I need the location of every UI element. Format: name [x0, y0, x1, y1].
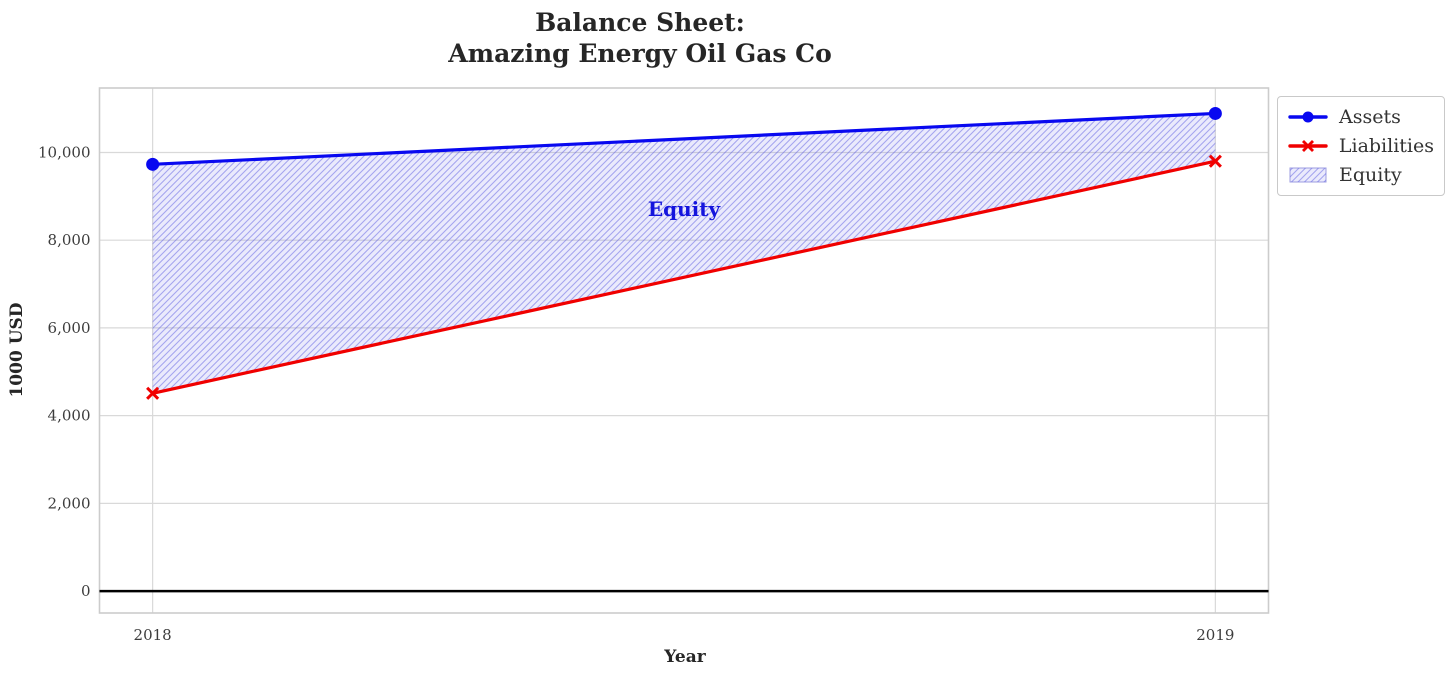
x-tick-label: 2018 [134, 626, 172, 644]
assets-marker [146, 157, 160, 171]
legend-label: Equity [1339, 164, 1402, 186]
legend-label: Assets [1339, 106, 1401, 128]
y-tick-labels: 0 2,000 4,000 6,000 8,000 10,000 [38, 143, 91, 600]
liabilities-marker [146, 386, 160, 400]
legend: Assets Liabilities Equity [1277, 96, 1445, 196]
chart-title-line2: Amazing Energy Oil Gas Co [448, 39, 832, 68]
y-tick-label: 8,000 [48, 231, 91, 249]
liabilities-marker [1208, 154, 1222, 168]
y-tick-label: 0 [81, 582, 91, 600]
chart-title-line1: Balance Sheet: [535, 8, 745, 37]
y-tick-label: 6,000 [48, 319, 91, 337]
legend-swatch-liabilities [1288, 140, 1328, 152]
legend-label: Liabilities [1338, 135, 1434, 157]
legend-item-assets: Assets [1288, 103, 1434, 131]
y-tick-label: 4,000 [48, 407, 91, 425]
axes-frame [98, 87, 1270, 614]
x-tick-labels: 2018 2019 [134, 626, 1235, 644]
y-tick-label: 10,000 [38, 143, 91, 161]
equity-annotation: Equity [647, 197, 721, 222]
equity-area-hatch [152, 113, 1216, 394]
y-axis-label: 1000 USD [7, 302, 27, 398]
chart-title: Balance Sheet: Amazing Energy Oil Gas Co [448, 7, 832, 69]
assets-line [146, 106, 1222, 171]
y-tick-label: 2,000 [48, 494, 91, 512]
legend-item-liabilities: Liabilities [1288, 132, 1434, 160]
legend-swatch-assets [1288, 111, 1328, 123]
x-axis-label: Year [664, 647, 706, 667]
x-tick-label: 2019 [1196, 626, 1234, 644]
legend-swatch-equity [1289, 167, 1327, 183]
liabilities-line [146, 154, 1222, 400]
assets-marker [1208, 106, 1222, 120]
legend-item-equity: Equity [1288, 161, 1434, 189]
